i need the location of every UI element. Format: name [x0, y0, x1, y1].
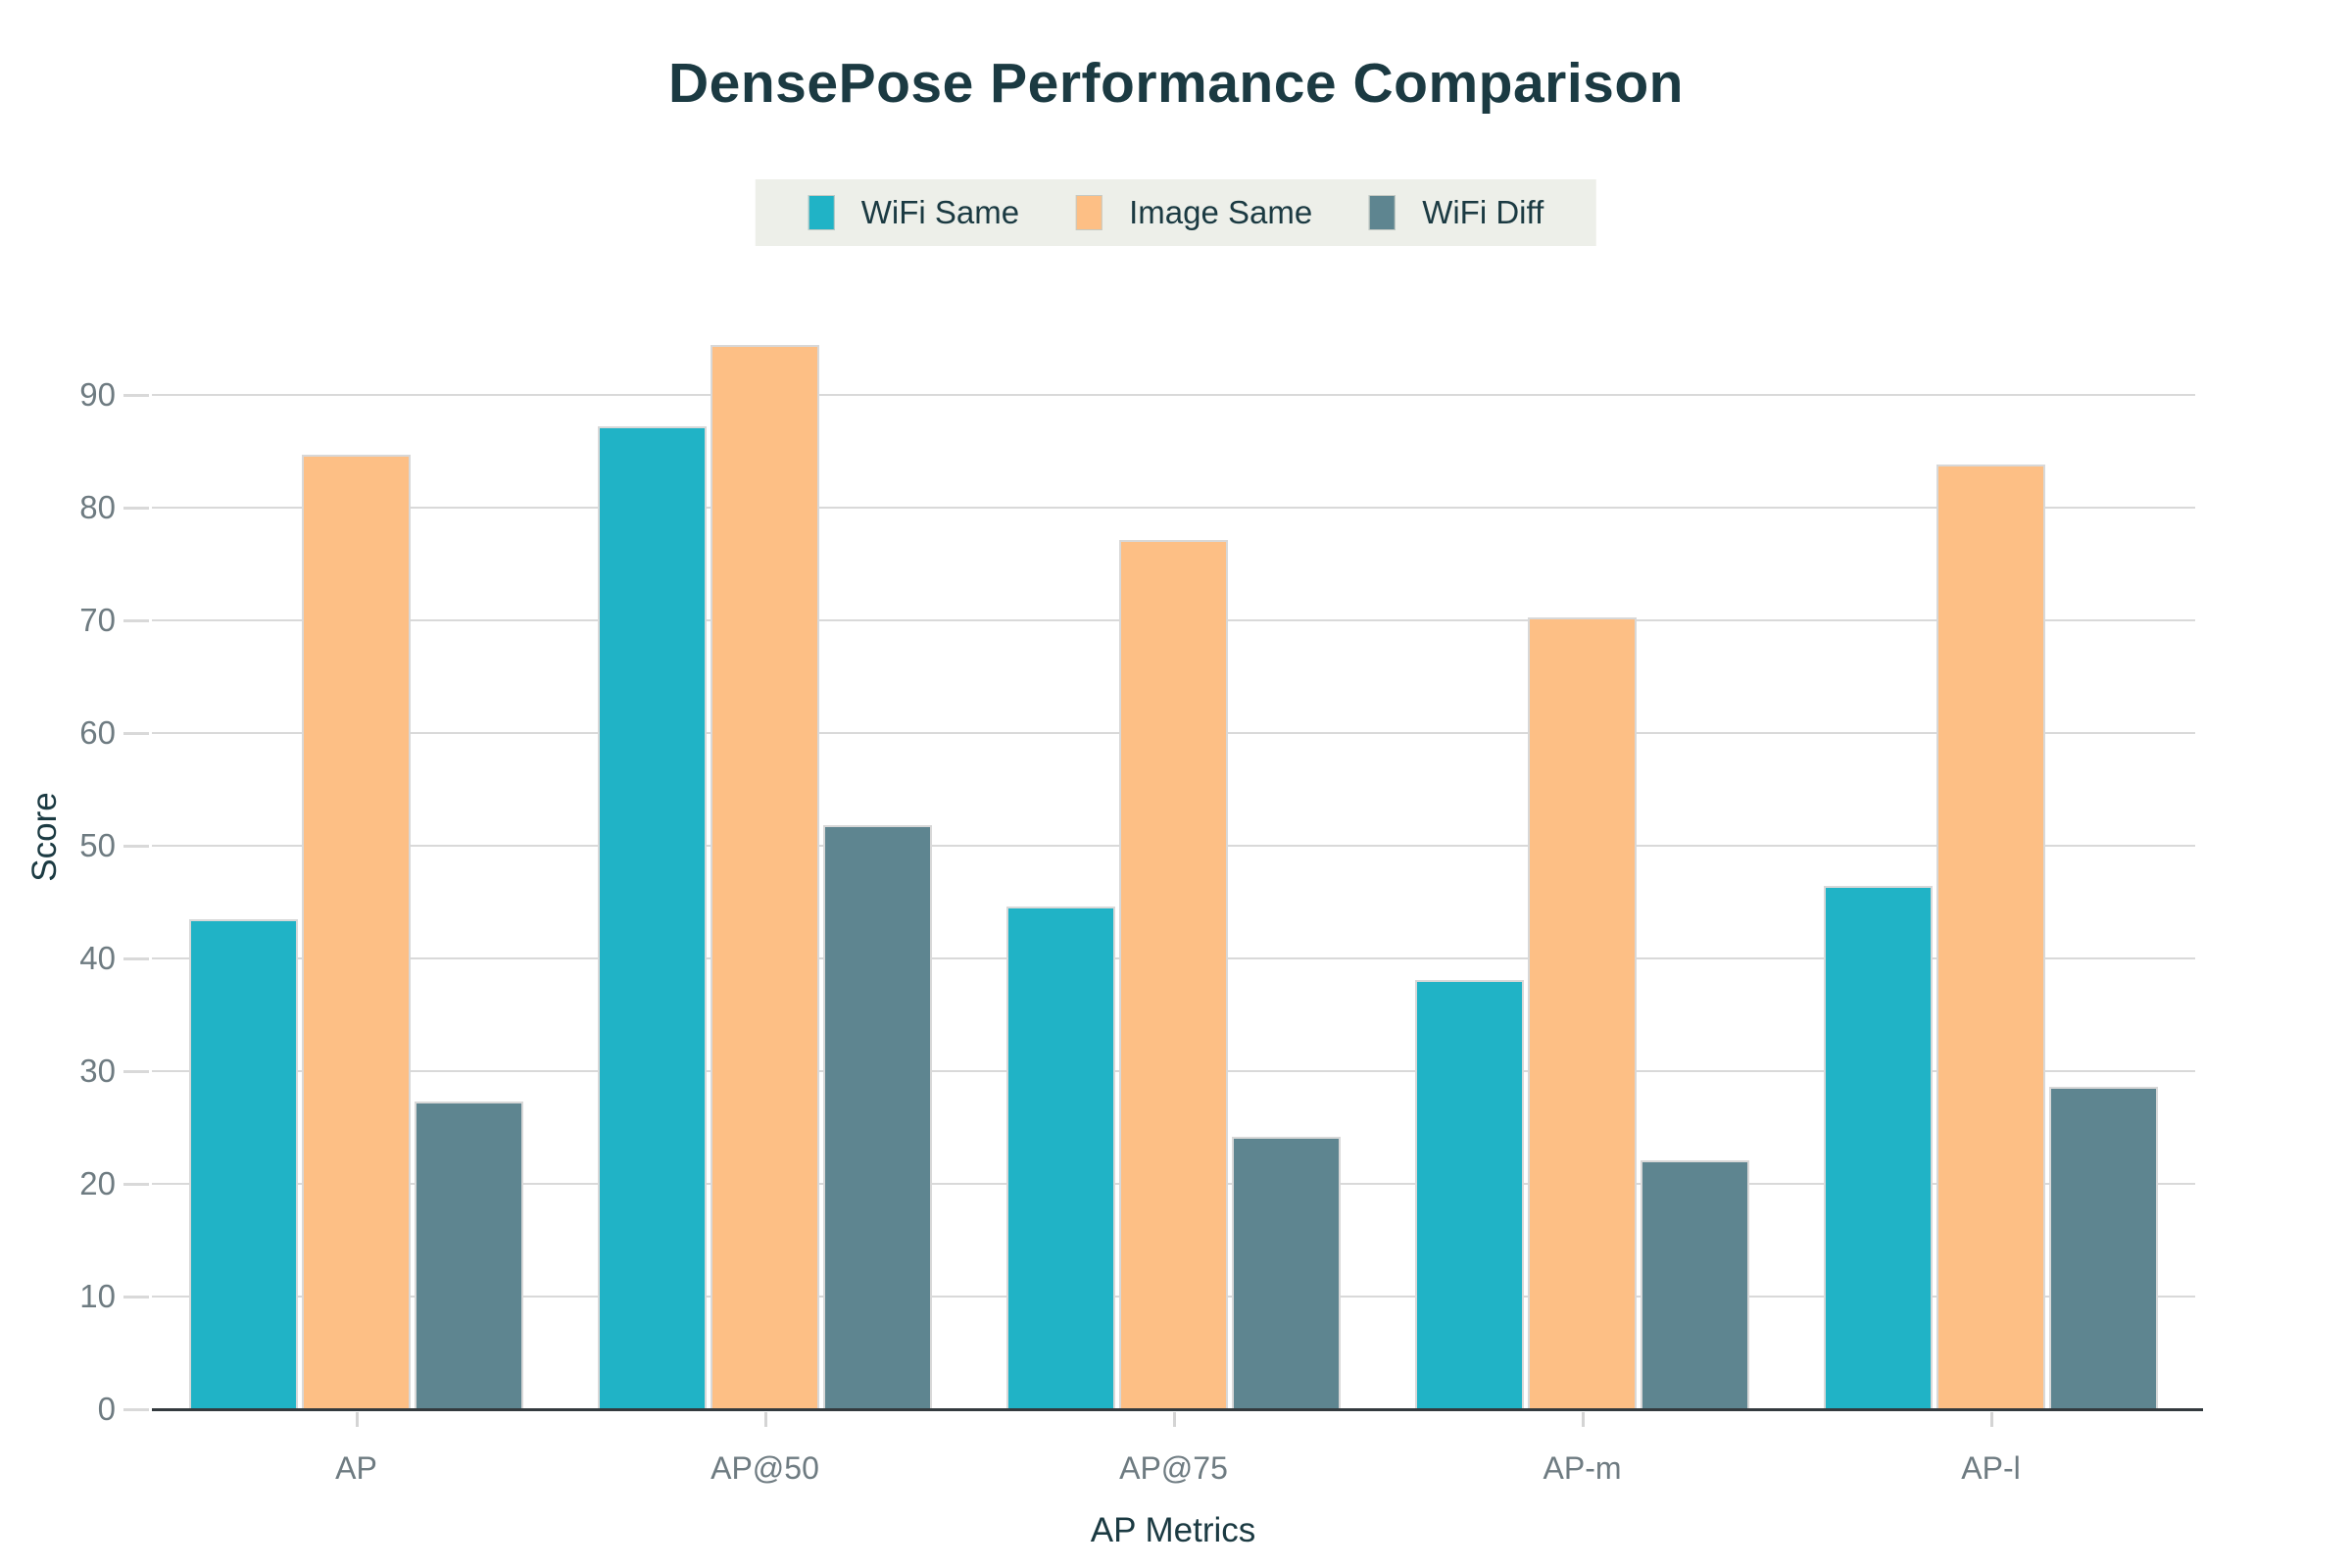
x-tick-label-ap-l: AP-l: [1961, 1450, 2021, 1486]
legend-label-image-same: Image Same: [1129, 194, 1313, 230]
x-axis-title: AP Metrics: [1090, 1511, 1256, 1549]
y-tick-mark: [123, 1296, 149, 1298]
y-tick-label: 10: [79, 1278, 116, 1314]
legend: WiFi Same Image Same WiFi Diff: [755, 179, 1597, 246]
bar-wifi-same-ap: [189, 919, 298, 1409]
bar-image-same-ap@75: [1119, 540, 1228, 1409]
legend-item-wifi-diff[interactable]: WiFi Diff: [1369, 194, 1544, 231]
bar-wifi-same-ap@50: [598, 426, 707, 1409]
x-tick-mark: [1172, 1412, 1176, 1427]
y-tick-mark: [123, 1070, 149, 1073]
y-tick-label: 40: [79, 940, 116, 976]
legend-swatch-wifi-diff-icon: [1369, 195, 1396, 230]
y-tick-label: 50: [79, 827, 116, 863]
bar-wifi-same-ap@75: [1006, 906, 1115, 1409]
bar-image-same-ap@50: [710, 345, 819, 1409]
y-tick-mark: [123, 845, 149, 848]
y-tick-label: 60: [79, 714, 116, 751]
x-tick-label-ap@50: AP@50: [710, 1450, 819, 1486]
bar-wifi-same-ap-m: [1415, 980, 1524, 1409]
chart-title: DensePose Performance Comparison: [667, 52, 1685, 115]
y-tick-label: 0: [97, 1391, 116, 1427]
y-tick-label: 30: [79, 1053, 116, 1089]
legend-item-image-same[interactable]: Image Same: [1076, 194, 1312, 231]
y-tick-label: 20: [79, 1165, 116, 1201]
legend-swatch-wifi-same-icon: [808, 195, 835, 230]
legend-swatch-image-same-icon: [1076, 195, 1103, 230]
y-axis-title: Score: [25, 792, 64, 882]
bar-wifi-diff-ap: [415, 1102, 523, 1409]
y-tick-label: 80: [79, 489, 116, 525]
x-tick-mark: [355, 1412, 359, 1427]
x-tick-label-ap@75: AP@75: [1119, 1450, 1228, 1486]
x-axis-line: [152, 1408, 2203, 1411]
bar-image-same-ap: [302, 455, 411, 1409]
bar-wifi-diff-ap-l: [2049, 1087, 2158, 1409]
y-gridline: [152, 507, 2195, 509]
bar-wifi-diff-ap-m: [1641, 1160, 1749, 1409]
bar-image-same-ap-l: [1936, 465, 2045, 1409]
bar-wifi-same-ap-l: [1824, 886, 1933, 1409]
x-tick-mark: [763, 1412, 767, 1427]
y-tick-mark: [123, 1183, 149, 1186]
bar-image-same-ap-m: [1528, 617, 1637, 1409]
legend-label-wifi-same: WiFi Same: [860, 194, 1020, 230]
y-tick-mark: [123, 619, 149, 622]
y-tick-mark: [123, 1408, 149, 1411]
y-gridline: [152, 394, 2195, 396]
bar-wifi-diff-ap@50: [823, 825, 932, 1409]
bar-wifi-diff-ap@75: [1232, 1137, 1341, 1409]
y-tick-mark: [123, 732, 149, 735]
y-tick-label: 90: [79, 376, 116, 413]
y-tick-mark: [123, 394, 149, 397]
legend-item-wifi-same[interactable]: WiFi Same: [808, 194, 1019, 231]
x-tick-label-ap-m: AP-m: [1543, 1450, 1622, 1486]
y-tick-mark: [123, 507, 149, 510]
x-tick-mark: [1581, 1412, 1585, 1427]
y-tick-label: 70: [79, 602, 116, 638]
x-tick-label-ap: AP: [335, 1450, 377, 1486]
legend-label-wifi-diff: WiFi Diff: [1422, 194, 1544, 230]
y-tick-mark: [123, 957, 149, 960]
x-tick-mark: [1989, 1412, 1993, 1427]
